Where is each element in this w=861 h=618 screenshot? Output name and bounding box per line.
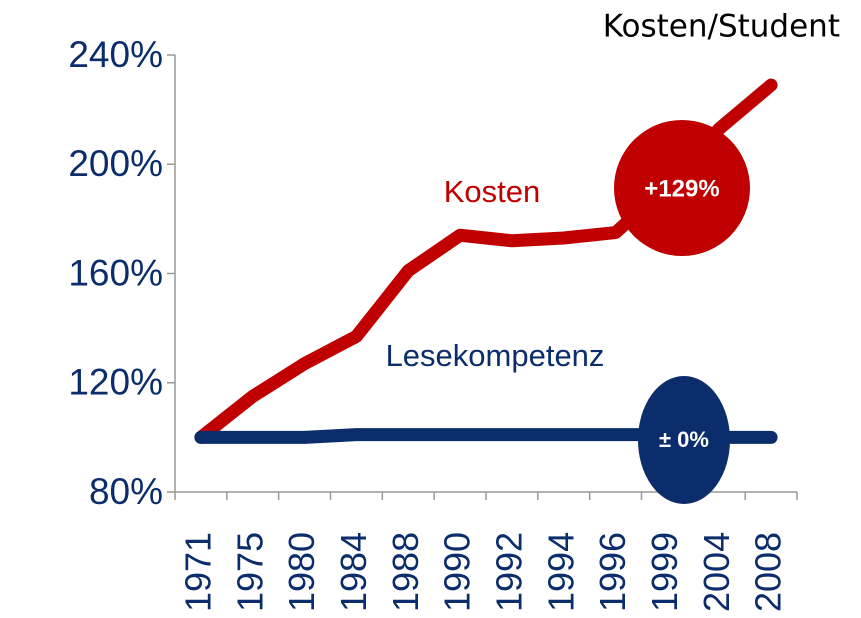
annotation: +129% xyxy=(644,175,719,202)
annotation-bubble xyxy=(638,376,730,504)
x-tick-label: 1971 xyxy=(177,532,218,612)
x-tick-label: 1975 xyxy=(229,532,270,612)
series-label: Lesekompetenz xyxy=(386,338,605,373)
annotation-bubble xyxy=(614,120,750,256)
y-tick-label: 80% xyxy=(89,471,163,512)
chart-subtitle: Kosten/Student xyxy=(603,9,840,45)
y-tick-label: 120% xyxy=(68,362,163,403)
x-tick-label: 1990 xyxy=(437,532,478,612)
y-tick-label: 240% xyxy=(68,34,163,75)
x-tick-label: 1999 xyxy=(644,532,685,612)
y-tick-label: 160% xyxy=(68,252,163,293)
x-tick-label: 1988 xyxy=(385,532,426,612)
x-tick-label: 2004 xyxy=(696,532,737,612)
x-tick-label: 2008 xyxy=(748,532,789,612)
x-tick-label: 1996 xyxy=(592,532,633,612)
series-label: Kosten xyxy=(444,174,541,209)
x-tick-label: 1980 xyxy=(281,532,322,612)
x-tick-label: 1992 xyxy=(488,532,529,612)
x-tick-label: 1994 xyxy=(540,532,581,612)
y-tick-label: 200% xyxy=(68,143,163,184)
x-tick-label: 1984 xyxy=(333,532,374,612)
annotation: ± 0% xyxy=(659,427,709,452)
